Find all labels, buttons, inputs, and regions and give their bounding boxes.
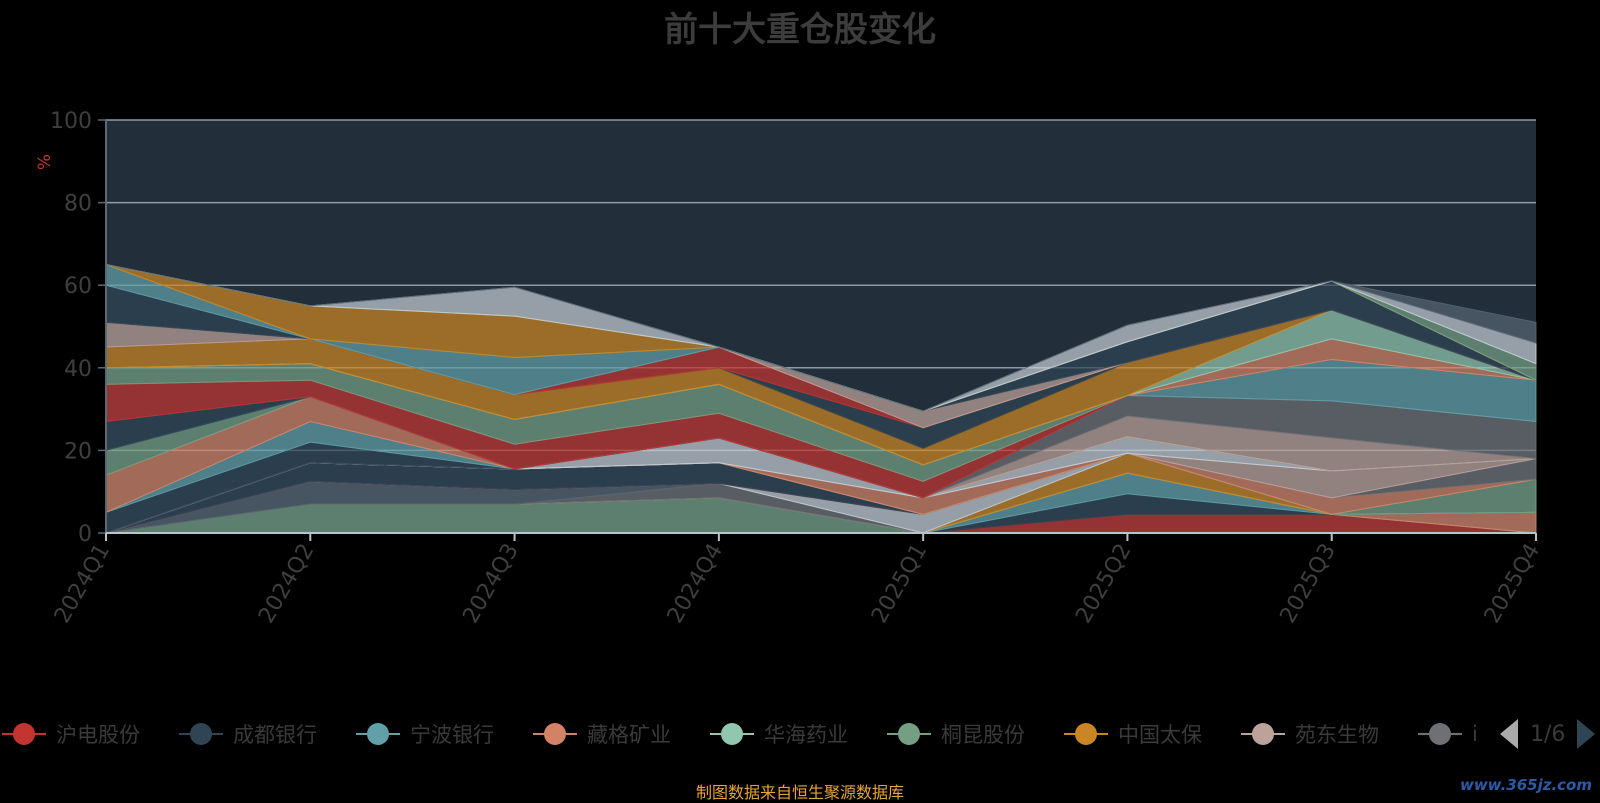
legend-marker-icon xyxy=(885,718,933,750)
y-tick-label: 40 xyxy=(64,357,92,382)
legend-marker-icon xyxy=(177,718,225,750)
area-series-group xyxy=(105,263,1537,534)
legend-marker-icon xyxy=(354,718,402,750)
legend-marker-icon xyxy=(1062,718,1110,750)
legend-marker-icon xyxy=(1416,718,1464,750)
legend-item-6[interactable]: 桐昆股份 xyxy=(885,718,1025,750)
legend-next-page-icon[interactable] xyxy=(1577,719,1596,749)
x-tick-label: 2024Q4 xyxy=(663,540,728,628)
legend-page-indicator: 1/6 xyxy=(1530,721,1566,747)
legend-item-5[interactable]: 华海药业 xyxy=(708,718,848,750)
legend-label: 桐昆股份 xyxy=(941,723,1025,747)
legend-item-4[interactable]: 藏格矿业 xyxy=(531,718,671,750)
legend-item-7[interactable]: 中国太保 xyxy=(1062,718,1202,750)
x-tick-label: 2025Q3 xyxy=(1276,540,1341,628)
x-tick-label: 2025Q4 xyxy=(1480,540,1545,628)
legend-item-2[interactable]: 成都银行 xyxy=(177,718,317,750)
legend-pager: 1/6 xyxy=(1500,718,1596,750)
y-tick-label: 100 xyxy=(50,109,92,134)
legend-item-8[interactable]: 苑东生物 xyxy=(1239,718,1379,750)
x-tick-label: 2024Q3 xyxy=(458,540,523,628)
y-tick-label: 20 xyxy=(64,439,92,464)
legend: 沪电股份 成都银行 宁波银行 藏格矿业 华海药业 桐昆股份 中国太保 苑东生物 i xyxy=(0,718,1600,750)
legend-marker-icon xyxy=(0,718,48,750)
stacked-area-chart: 0 20 40 60 80 100 2024Q1 2024Q2 2024Q3 2024Q4 2025… xyxy=(35,109,1545,628)
y-axis-label: % xyxy=(35,154,55,170)
legend-label: 华海药业 xyxy=(764,723,848,747)
x-tick-label: 2025Q1 xyxy=(867,540,932,628)
legend-item-9[interactable]: i xyxy=(1416,718,1496,750)
y-tick-label: 0 xyxy=(78,522,92,547)
legend-item-3[interactable]: 宁波银行 xyxy=(354,718,494,750)
legend-label: i xyxy=(1472,722,1478,746)
legend-label: 藏格矿业 xyxy=(587,723,671,747)
legend-label: 苑东生物 xyxy=(1295,723,1379,747)
x-tick-label: 2024Q1 xyxy=(50,540,115,628)
legend-label: 宁波银行 xyxy=(410,723,494,747)
data-source-note: 制图数据来自恒生聚源数据库 xyxy=(695,783,904,802)
legend-marker-icon xyxy=(531,718,579,750)
legend-marker-icon xyxy=(708,718,756,750)
watermark: www.365jz.com xyxy=(1459,776,1592,794)
legend-label: 中国太保 xyxy=(1118,723,1202,747)
area-series-41[interactable] xyxy=(105,264,1537,412)
x-tick-label: 2024Q2 xyxy=(254,540,319,628)
legend-label: 成都银行 xyxy=(233,723,317,747)
y-tick-label: 60 xyxy=(64,274,92,299)
chart-title: 前十大重仓股变化 xyxy=(664,10,936,50)
legend-label: 沪电股份 xyxy=(56,723,140,747)
legend-prev-page-icon[interactable] xyxy=(1500,719,1518,749)
legend-marker-icon xyxy=(1239,718,1287,750)
x-tick-label: 2025Q2 xyxy=(1071,540,1136,628)
legend-item-1[interactable]: 沪电股份 xyxy=(0,718,140,750)
y-tick-label: 80 xyxy=(64,192,92,217)
